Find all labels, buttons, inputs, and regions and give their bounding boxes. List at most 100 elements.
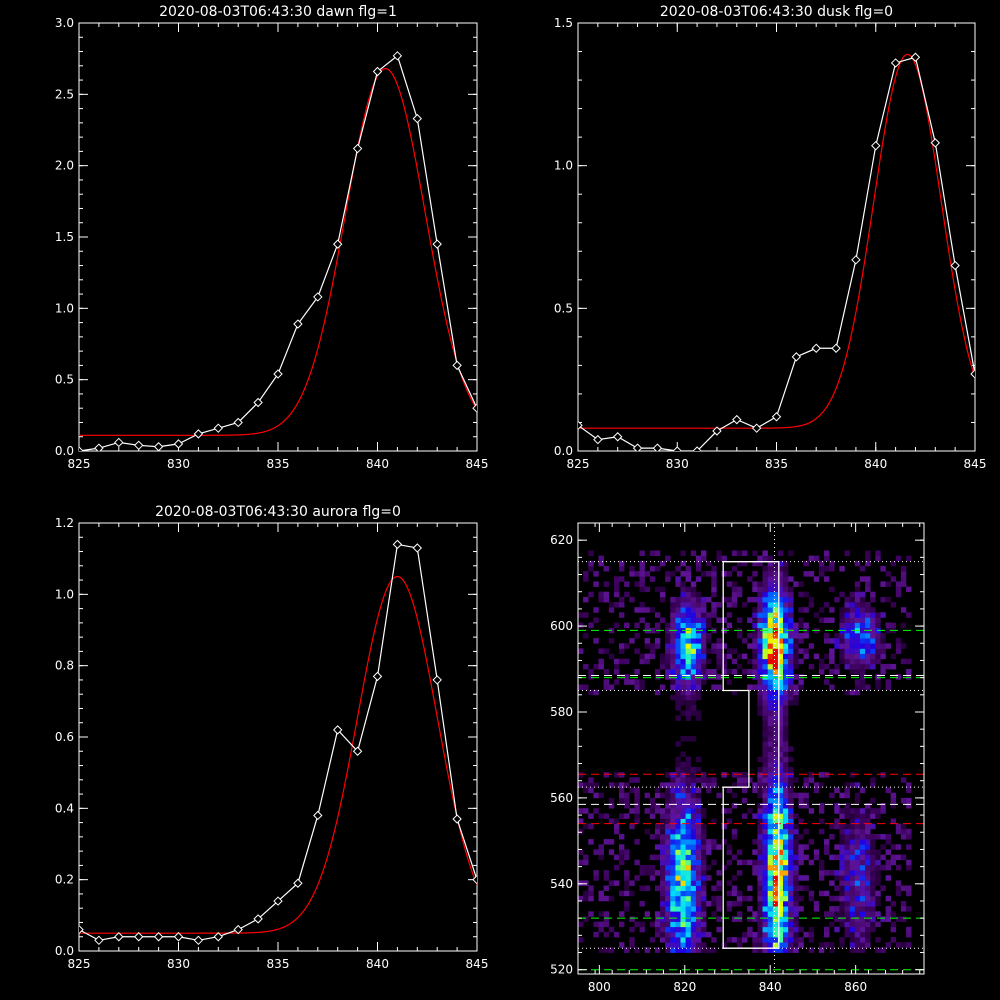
image-pixel (680, 937, 686, 943)
image-pixel (603, 669, 609, 675)
image-pixel (777, 550, 784, 556)
image-pixel (854, 669, 861, 675)
image-pixel (665, 818, 671, 824)
image-pixel (695, 602, 702, 608)
image-pixel (680, 797, 686, 804)
image-pixel (839, 792, 845, 799)
image-pixel (660, 906, 666, 912)
image-pixel (757, 942, 763, 948)
image-pixel (634, 947, 640, 953)
image-pixel (783, 746, 789, 752)
image-pixel (736, 849, 743, 855)
image-pixel (762, 648, 768, 654)
image-pixel (844, 787, 850, 794)
image-pixel (680, 849, 686, 855)
image-pixel (777, 602, 784, 608)
image-pixel (695, 926, 702, 933)
image-pixel (690, 792, 697, 799)
image-pixel (578, 612, 584, 618)
image-pixel (788, 859, 794, 866)
image-pixel (613, 854, 620, 861)
image-pixel (634, 581, 640, 587)
image-pixel (634, 571, 640, 577)
image-pixel (844, 596, 850, 603)
image-pixel (613, 581, 620, 587)
image-pixel (757, 648, 763, 654)
image-pixel (742, 602, 748, 608)
image-pixel (824, 638, 830, 644)
image-pixel (665, 658, 671, 665)
image-pixel (839, 885, 845, 891)
image-pixel (875, 550, 881, 556)
x-tick-label: 820 (673, 980, 696, 994)
image-pixel (824, 550, 830, 556)
image-pixel (767, 926, 774, 933)
image-pixel (854, 596, 861, 603)
image-pixel (752, 870, 758, 876)
image-pixel (772, 916, 779, 922)
image-pixel (706, 875, 712, 881)
image-pixel (844, 901, 850, 907)
image-pixel (844, 782, 850, 788)
image-pixel (798, 658, 804, 665)
image-pixel (803, 633, 809, 639)
image-pixel (829, 870, 835, 876)
data-point-diamond (452, 360, 462, 371)
image-pixel (772, 741, 779, 747)
image-pixel (839, 921, 845, 928)
image-pixel (624, 875, 630, 881)
image-pixel (777, 787, 784, 794)
image-pixel (865, 931, 871, 938)
image-pixel (608, 839, 615, 845)
image-pixel (675, 658, 681, 665)
image-pixel (660, 895, 666, 902)
image-pixel (685, 777, 691, 783)
image-pixel (583, 571, 589, 577)
image-pixel (808, 596, 815, 603)
image-pixel (865, 653, 871, 660)
image-pixel (793, 890, 799, 897)
image-pixel (859, 921, 866, 928)
image-pixel (716, 653, 722, 660)
image-pixel (639, 571, 645, 577)
image-pixel (767, 859, 774, 866)
image-pixel (665, 839, 671, 845)
image-pixel (824, 653, 830, 660)
image-pixel (670, 916, 676, 922)
image-pixel (895, 638, 902, 644)
image-pixel (598, 663, 604, 670)
image-pixel (777, 663, 784, 670)
data-point-diamond (578, 420, 583, 431)
image-pixel (798, 906, 804, 912)
image-pixel (865, 906, 871, 912)
image-pixel (767, 571, 774, 577)
image-pixel (747, 906, 753, 912)
image-pixel (701, 622, 707, 629)
image-pixel (665, 648, 671, 654)
image-pixel (767, 911, 774, 917)
image-pixel (777, 777, 784, 783)
image-pixel (849, 658, 856, 665)
image-pixel (701, 658, 707, 665)
image-pixel (639, 560, 645, 567)
image-pixel (793, 689, 799, 696)
image-pixel (690, 550, 697, 556)
image-pixel (639, 566, 645, 572)
image-pixel (839, 612, 845, 618)
image-pixel (583, 596, 589, 603)
image-pixel (772, 571, 779, 577)
image-pixel (680, 550, 686, 556)
image-pixel (670, 648, 676, 654)
image-pixel (757, 622, 763, 629)
image-pixel (767, 870, 774, 876)
image-pixel (762, 669, 768, 675)
image-pixel (706, 596, 712, 603)
image-pixel (859, 612, 866, 618)
image-pixel (854, 823, 861, 830)
image-pixel (665, 638, 671, 644)
image-pixel (777, 926, 784, 933)
image-pixel (716, 880, 722, 886)
image-pixel (895, 890, 902, 897)
image-pixel (854, 911, 861, 917)
image-pixel (757, 890, 763, 897)
